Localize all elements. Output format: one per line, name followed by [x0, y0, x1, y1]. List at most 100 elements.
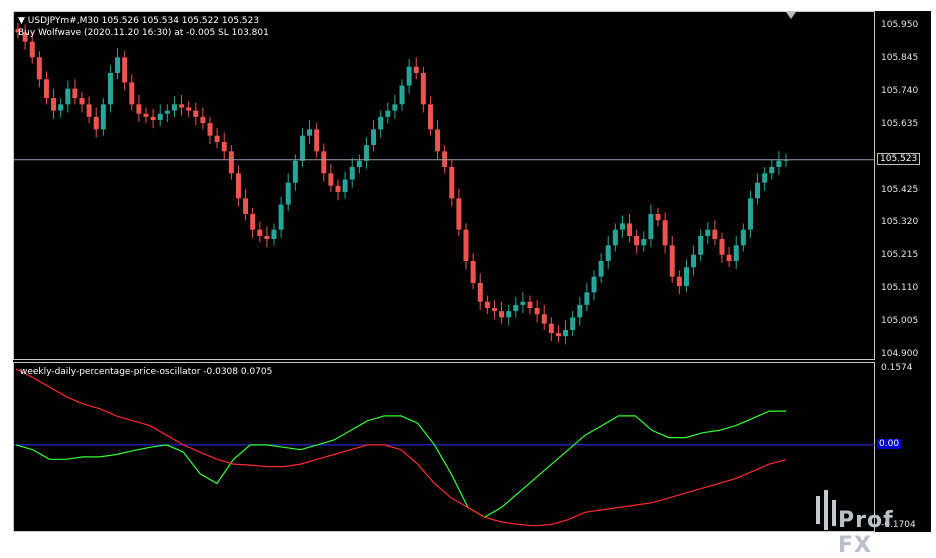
zero-level-tag: 0.00 — [877, 438, 902, 449]
candle — [271, 223, 277, 246]
price-axis[interactable]: 105.950 105.845 105.740 105.635 105.523 105.4… — [875, 11, 931, 360]
candle — [662, 212, 668, 254]
candle — [15, 22, 21, 39]
candle — [669, 235, 675, 283]
candle — [463, 223, 469, 270]
candle — [186, 101, 192, 117]
candle — [563, 320, 569, 345]
candle — [349, 157, 355, 188]
candle — [171, 96, 177, 117]
candle — [243, 188, 249, 221]
oscillator-chart — [14, 368, 876, 527]
candle — [378, 110, 384, 138]
candle — [584, 282, 590, 312]
oscillator-tick-label: 0.1574 — [881, 363, 913, 373]
candle — [740, 223, 746, 252]
candle — [193, 102, 199, 126]
candle — [164, 104, 170, 122]
chart-window[interactable]: ▼ USDJPYm#,M30 105.526 105.534 105.522 1… — [13, 11, 931, 532]
candle — [442, 145, 448, 174]
candle — [207, 116, 213, 144]
candlestick-chart — [14, 22, 876, 345]
candle — [591, 270, 597, 301]
price-tick-label: 105.845 — [881, 52, 919, 63]
candle — [570, 311, 576, 337]
candle — [307, 120, 313, 144]
candle — [698, 229, 704, 261]
candle — [235, 165, 241, 207]
candle — [712, 220, 718, 246]
candle — [456, 188, 462, 236]
candle — [136, 94, 142, 122]
price-tick-label: 104.900 — [881, 349, 919, 359]
candle — [257, 221, 263, 243]
watermark-text: Prof FX — [838, 508, 894, 558]
candle — [676, 270, 682, 295]
oscillator-label: weekly-daily-percentage-price-oscillator… — [20, 367, 273, 377]
candle — [328, 163, 334, 193]
candle — [769, 159, 775, 180]
candle — [363, 137, 369, 169]
candle — [299, 127, 305, 167]
candle — [691, 245, 697, 276]
oscillator-axis[interactable]: 0.1574 0.00 -0.1704 — [875, 362, 931, 532]
candle — [335, 179, 341, 201]
candle — [371, 120, 377, 152]
candle — [534, 300, 540, 323]
candle — [385, 102, 391, 124]
candle — [65, 80, 71, 113]
candle — [406, 58, 412, 94]
candle — [612, 223, 618, 252]
candle — [762, 167, 768, 191]
candle — [314, 123, 320, 158]
candle — [122, 51, 128, 91]
candle — [392, 94, 398, 119]
price-tick-label: 105.740 — [881, 85, 919, 96]
candle — [72, 79, 78, 105]
candle — [555, 325, 561, 343]
candle — [541, 304, 547, 330]
chart-shift-triangle-icon[interactable] — [786, 12, 796, 19]
candle — [634, 229, 640, 254]
candle — [36, 51, 42, 88]
candle — [577, 297, 583, 326]
watermark-logo — [816, 490, 836, 530]
price-tick-label: 105.005 — [881, 316, 919, 327]
candle — [705, 221, 711, 245]
candle — [683, 259, 689, 293]
candle — [321, 143, 327, 182]
candle — [747, 190, 753, 238]
oscillator-tick-label: -0.1704 — [881, 520, 916, 530]
candle — [100, 98, 106, 136]
candle — [58, 98, 64, 117]
candle — [93, 107, 99, 138]
candle — [506, 304, 512, 326]
candle — [491, 300, 497, 320]
candle — [285, 173, 291, 211]
candle — [733, 235, 739, 270]
candle — [221, 132, 227, 160]
candle — [143, 107, 149, 124]
oscillator-pane[interactable]: weekly-daily-percentage-price-oscillator… — [13, 362, 876, 532]
candle — [264, 226, 270, 248]
price-pane[interactable]: ▼ USDJPYm#,M30 105.526 105.534 105.522 1… — [13, 11, 876, 360]
candle — [115, 47, 121, 80]
candle — [292, 154, 298, 191]
candle — [527, 295, 533, 315]
candle — [513, 297, 519, 318]
candle — [484, 295, 490, 315]
symbol-header: ▼ USDJPYm#,M30 105.526 105.534 105.522 1… — [18, 16, 259, 27]
candle — [86, 96, 92, 124]
candle — [641, 231, 647, 252]
candle — [79, 91, 85, 113]
candle — [605, 235, 611, 270]
candle — [655, 207, 661, 227]
candle — [200, 107, 206, 130]
collapse-triangle-icon[interactable]: ▼ — [18, 16, 25, 26]
candle — [648, 204, 654, 248]
candle — [278, 196, 284, 238]
candle — [228, 145, 234, 180]
candle — [399, 79, 405, 111]
candle — [250, 207, 256, 238]
current-price-tag: 105.523 — [877, 152, 921, 165]
